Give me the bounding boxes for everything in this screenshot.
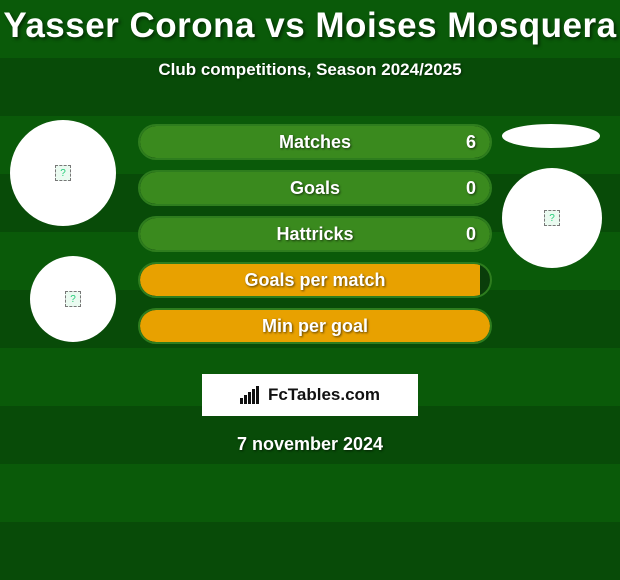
player1-avatar: ? [10,120,116,226]
stat-label: Hattricks [140,218,490,250]
footer-date: 7 november 2024 [0,434,620,455]
brand-text: FcTables.com [268,385,380,405]
placeholder-icon: ? [544,210,560,226]
placeholder-icon: ? [55,165,71,181]
comparison-content: ? ? Matches6Goals0Hattricks0Goals per ma… [0,124,620,354]
stat-label: Min per goal [140,310,490,342]
stat-bar: Hattricks0 [138,216,492,252]
stat-bar: Goals per match [138,262,492,298]
stat-bar: Min per goal [138,308,492,344]
stat-label: Goals per match [140,264,490,296]
stat-bar: Matches6 [138,124,492,160]
stat-bar: Goals0 [138,170,492,206]
stat-value-right: 0 [466,172,476,204]
placeholder-icon: ? [65,291,81,307]
player2-ellipse [502,124,600,148]
stat-value-right: 6 [466,126,476,158]
brand-chart-icon [240,386,262,404]
brand-box[interactable]: FcTables.com [202,374,418,416]
player1-club-avatar: ? [30,256,116,342]
player2-avatar: ? [502,168,602,268]
stat-value-right: 0 [466,218,476,250]
stat-label: Matches [140,126,490,158]
page-title: Yasser Corona vs Moises Mosquera [0,0,620,46]
page-subtitle: Club competitions, Season 2024/2025 [0,60,620,80]
left-player-column: ? ? [8,124,138,354]
right-player-column: ? [492,124,612,354]
stat-bars: Matches6Goals0Hattricks0Goals per matchM… [138,124,492,344]
stat-label: Goals [140,172,490,204]
